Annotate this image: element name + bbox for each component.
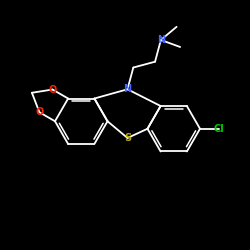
Text: O: O [48, 84, 57, 94]
Text: O: O [35, 107, 44, 117]
Text: S: S [124, 133, 131, 143]
Text: N: N [157, 35, 165, 45]
Text: N: N [124, 84, 132, 94]
Text: Cl: Cl [214, 124, 224, 134]
